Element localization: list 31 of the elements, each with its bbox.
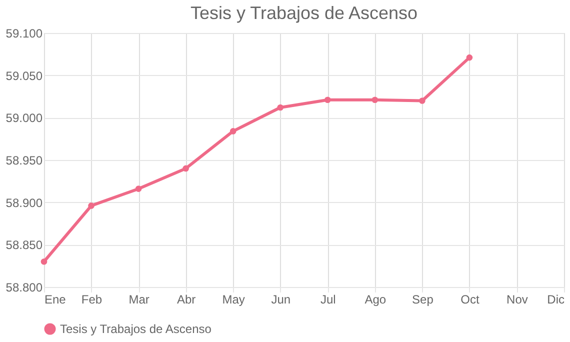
point xyxy=(372,96,378,104)
y-tick-label: 59.100 xyxy=(6,26,43,40)
x-tick-label: Ene xyxy=(44,292,66,306)
point xyxy=(419,98,426,104)
x-tick-label: Sep xyxy=(412,292,434,306)
y-tick-label: 59.050 xyxy=(6,68,43,83)
x-tick-label: Feb xyxy=(81,292,102,306)
y-tick-label: 58.800 xyxy=(6,280,43,294)
x-tick-label: Dic xyxy=(547,292,564,306)
legend-label: Tesis y Trabajos de Ascenso xyxy=(60,322,212,336)
y-tick-label: 59.000 xyxy=(6,111,43,126)
x-tick-label: Oct xyxy=(460,292,480,306)
x-tick-label: Nov xyxy=(506,292,528,306)
y-tick-label: 58.950 xyxy=(6,154,43,168)
x-tick-label: May xyxy=(222,292,245,306)
y-tick-label: 58.850 xyxy=(6,238,43,252)
point xyxy=(182,165,189,172)
chart-title: Tesis y Trabajos de Ascenso xyxy=(190,3,418,23)
x-tick-label: Jul xyxy=(320,292,336,306)
x-tick-label: Jun xyxy=(271,292,291,306)
x-tick-label: Ago xyxy=(364,292,386,306)
point xyxy=(324,96,331,104)
point xyxy=(40,258,48,265)
x-tick-label: Abr xyxy=(176,292,196,306)
x-tick-label: Mar xyxy=(128,292,150,306)
point xyxy=(277,104,284,111)
y-tick-label: 58.900 xyxy=(6,196,43,210)
point xyxy=(230,128,236,134)
point xyxy=(466,54,473,61)
point xyxy=(135,186,142,192)
point xyxy=(88,202,94,209)
